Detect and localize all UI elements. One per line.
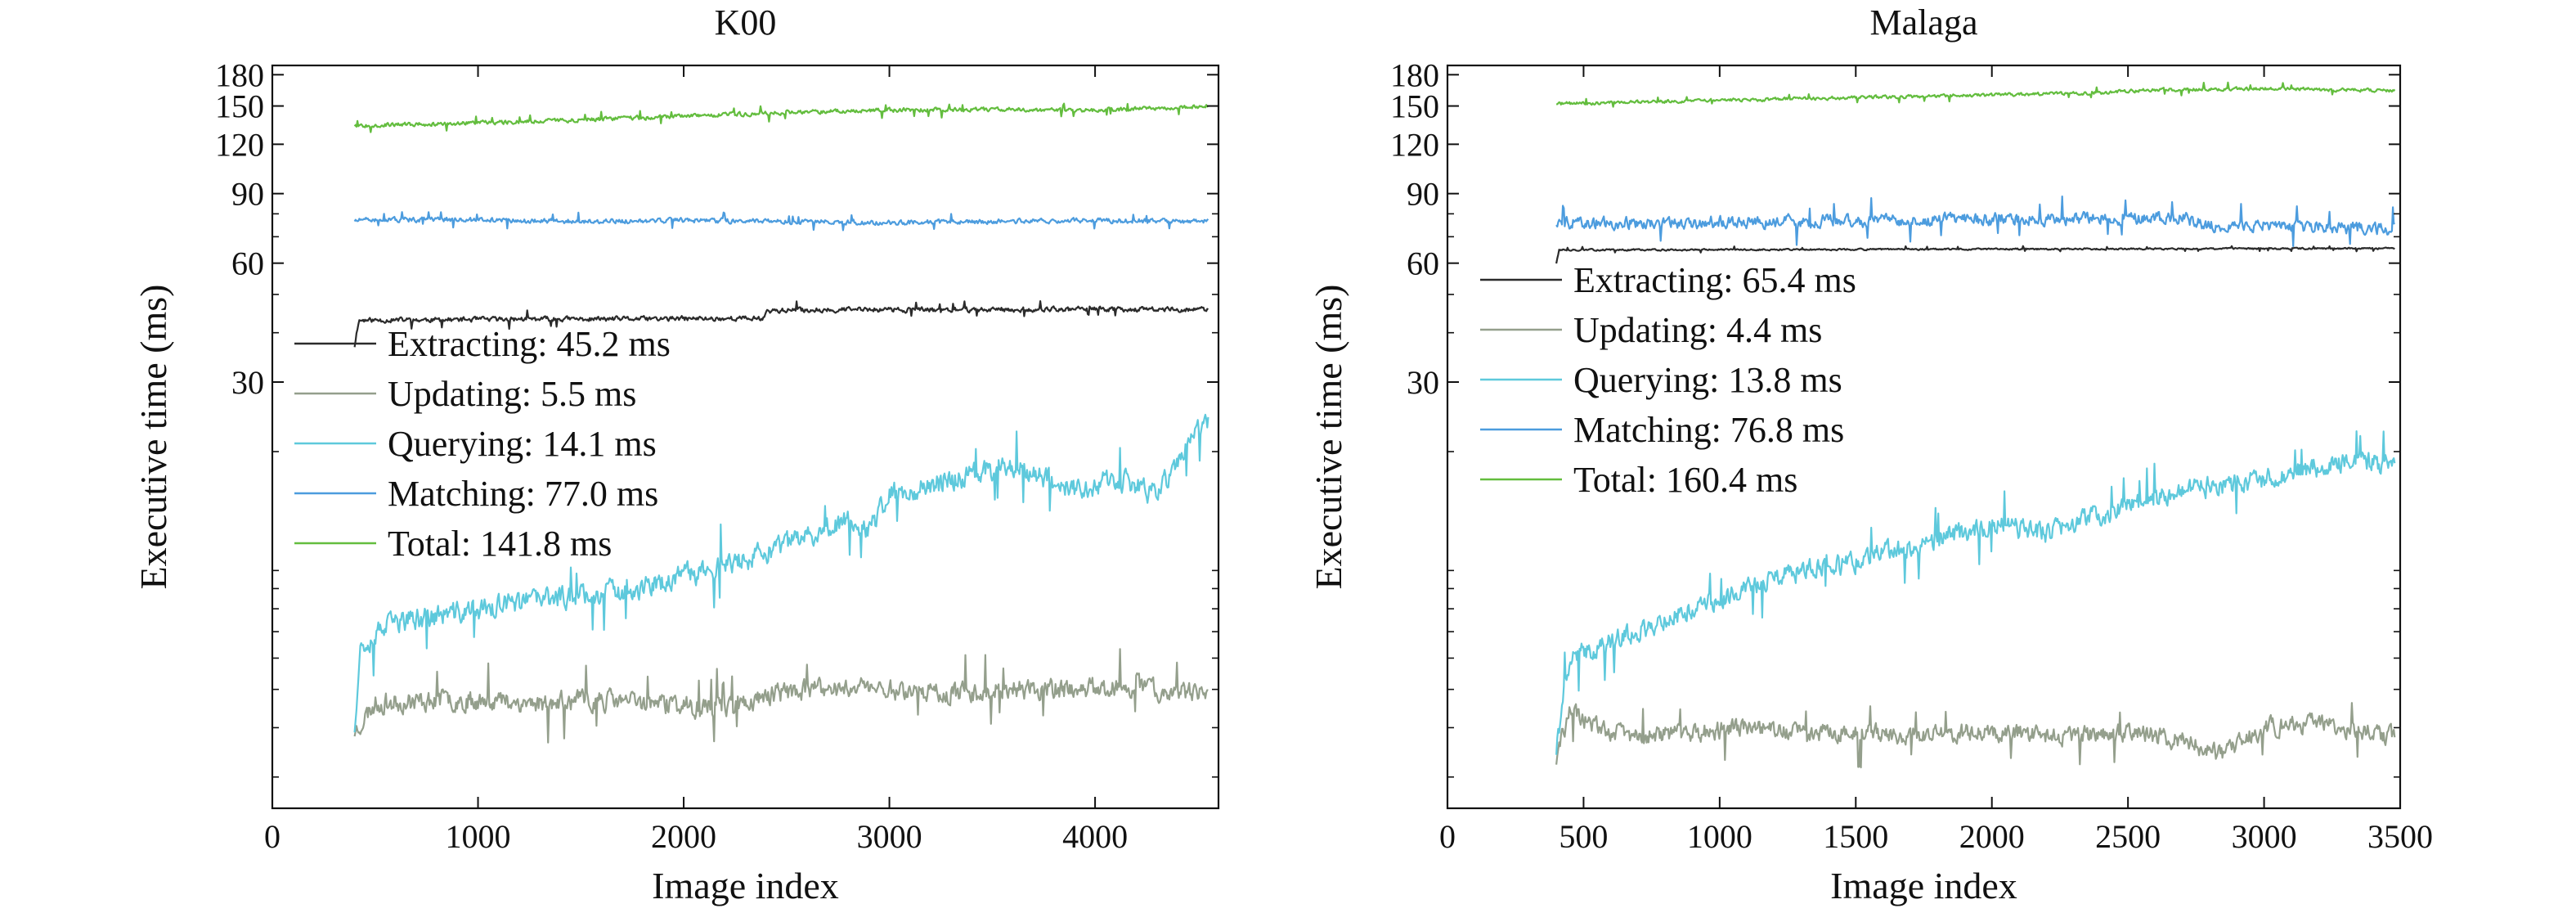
legend-entry: Total: 141.8 ms: [388, 524, 612, 564]
y-axis-label: Executive time (ms): [132, 285, 174, 590]
axes-frame: [1446, 64, 2402, 810]
y-tick-label: 120: [215, 126, 264, 163]
y-tick-label: 60: [1407, 245, 1439, 282]
legend: Extracting: 65.4 ms Updating: 4.4 ms Query…: [1480, 260, 1856, 500]
y-tick-label: 30: [1407, 364, 1439, 401]
y-tick-label: 150: [215, 88, 264, 125]
x-tick-label: 3000: [857, 818, 922, 855]
y-tick-label: 90: [1407, 176, 1439, 213]
x-tick-label: 3500: [2367, 818, 2433, 855]
y-tick-label: 150: [1390, 88, 1439, 125]
y-tick-label: 180: [1390, 56, 1439, 93]
x-tick-label: 1500: [1823, 818, 1888, 855]
chart-title: Malaga: [1870, 2, 1978, 43]
x-tick-label: 1000: [446, 818, 511, 855]
x-tick-label: 4000: [1062, 818, 1128, 855]
axes-frame: [271, 64, 1220, 810]
series-line-2: [1555, 430, 2396, 755]
series-line-4: [353, 102, 1209, 133]
x-tick-label: 500: [1559, 818, 1608, 855]
chart-title: K00: [715, 2, 777, 43]
legend-entry: Updating: 5.5 ms: [388, 374, 636, 414]
series-line-1: [353, 648, 1209, 744]
series-line-2: [353, 413, 1209, 733]
legend-entry: Matching: 77.0 ms: [388, 474, 658, 514]
legend-entry: Matching: 76.8 ms: [1573, 410, 1844, 450]
series-line-0: [1555, 245, 2395, 264]
x-tick-label: 0: [1439, 818, 1456, 855]
y-tick-label: 60: [231, 245, 264, 282]
y-tick-label: 180: [215, 56, 264, 93]
legend-entry: Extracting: 65.4 ms: [1573, 260, 1856, 300]
x-tick-label: 1000: [1687, 818, 1752, 855]
x-tick-label: 0: [264, 818, 280, 855]
chart-panel-1: 0 500 1000 1500 2000 2500 3000 3500 30 60 90 120150…: [1308, 2, 2433, 906]
x-tick-label: 2500: [2095, 818, 2161, 855]
legend-entry: Querying: 13.8 ms: [1573, 360, 1842, 400]
x-tick-label: 2000: [1959, 818, 2025, 855]
series-line-3: [353, 211, 1209, 232]
x-axis-label: Image index: [652, 865, 839, 906]
y-tick-label: 90: [231, 176, 264, 213]
series-line-4: [1555, 81, 2396, 108]
series-line-0: [353, 300, 1209, 348]
legend-entry: Total: 160.4 ms: [1573, 460, 1797, 500]
legend: Extracting: 45.2 ms Updating: 5.5 ms Query…: [294, 324, 671, 564]
series-line-1: [1555, 702, 2396, 769]
series-line-3: [1555, 196, 2396, 248]
x-tick-label: 2000: [651, 818, 716, 855]
x-tick-label: 3000: [2232, 818, 2297, 855]
y-axis-label: Executive time (ms): [1308, 285, 1349, 590]
legend-entry: Querying: 14.1 ms: [388, 424, 657, 464]
y-tick-label: 120: [1390, 126, 1439, 163]
y-tick-label: 30: [231, 364, 264, 401]
x-axis-label: Image index: [1830, 865, 2017, 906]
legend-entry: Updating: 4.4 ms: [1573, 310, 1822, 350]
legend-entry: Extracting: 45.2 ms: [388, 324, 671, 364]
